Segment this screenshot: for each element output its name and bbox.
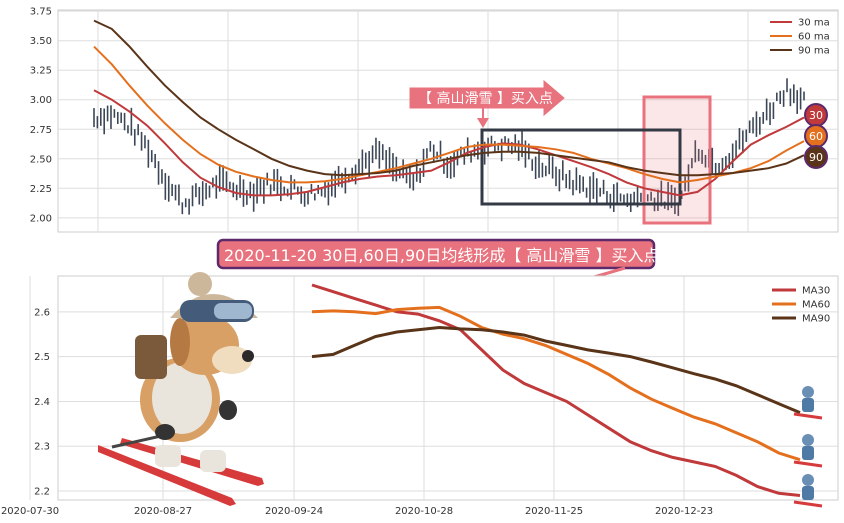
top-plot-area xyxy=(57,9,839,233)
top-y-tick-label: 3.25 xyxy=(30,66,52,77)
top-line-90-ma xyxy=(93,19,805,177)
highlight-zone xyxy=(642,95,712,225)
top-y-tick-label: 2.25 xyxy=(30,184,52,195)
top-legend-label: 30 ma xyxy=(798,18,830,29)
top-ma-lines xyxy=(93,19,805,197)
end-marker-label: 60 xyxy=(809,130,823,143)
top-line-60-ma xyxy=(93,45,805,184)
end-marker-label: 90 xyxy=(809,151,823,164)
banner-box xyxy=(216,238,656,270)
top-y-tick-label: 3.50 xyxy=(30,36,52,47)
bottom-y-tick-label: 2.5 xyxy=(34,352,50,363)
skier-icon-ma90 xyxy=(793,386,823,420)
end-marker-circle xyxy=(804,145,828,169)
buy-point-arrow: 【 高山滑雪 】买入点 xyxy=(409,79,565,128)
bottom-line-MA90 xyxy=(311,325,801,414)
top-y-tick-label: 3.75 xyxy=(30,7,52,18)
top-y-tick-label: 2.00 xyxy=(30,213,52,224)
top-y-tick-label: 2.50 xyxy=(30,154,52,165)
end-markers: 30 60 90 xyxy=(804,103,828,169)
bottom-x-tick-label: 2020-09-24 xyxy=(265,506,323,517)
top-candlestick-panel: 2.00 2.25 2.50 2.75 3.00 3.25 3.50 3.75 30 ma 60… xyxy=(30,7,839,233)
bottom-line-MA60 xyxy=(311,305,801,462)
bottom-legend-label: MA60 xyxy=(802,300,830,311)
bottom-x-tick-label: 2020-08-27 xyxy=(134,506,192,517)
bottom-y-tick-label: 2.6 xyxy=(34,307,50,318)
buy-point-arrow-label: 【 高山滑雪 】买入点 xyxy=(418,90,553,107)
bottom-x-tick-label: 2020-11-25 xyxy=(525,506,583,517)
top-grid xyxy=(58,10,838,232)
top-y-ticks: 2.00 2.25 2.50 2.75 3.00 3.25 3.50 3.75 xyxy=(30,7,52,225)
bottom-x-tick-label: 2020-10-28 xyxy=(395,506,453,517)
candles xyxy=(93,78,805,216)
banner-text: 2020-11-20 30日,60日,90日均线形成【 高山滑雪 】买入点 xyxy=(224,246,660,265)
top-y-tick-label: 2.75 xyxy=(30,125,52,136)
banner: 2020-11-20 30日,60日,90日均线形成【 高山滑雪 】买入点 xyxy=(216,238,660,287)
bottom-x-tick-label: 2020-12-23 xyxy=(655,506,713,517)
top-legend: 30 ma 60 ma 90 ma xyxy=(770,18,830,57)
top-legend-label: 60 ma xyxy=(798,32,830,43)
bottom-y-tick-label: 2.3 xyxy=(34,442,50,453)
bottom-y-tick-label: 2.4 xyxy=(34,397,50,408)
bottom-x-ticks: 2020-07-30 2020-08-27 2020-09-24 2020-10-28… xyxy=(1,506,713,517)
consolidation-box xyxy=(480,128,682,206)
end-marker-label: 30 xyxy=(809,109,823,122)
top-legend-label: 90 ma xyxy=(798,46,830,57)
bottom-x-tick-label: 2020-07-30 xyxy=(1,506,59,517)
bottom-y-ticks: 2.2 2.3 2.4 2.5 2.6 xyxy=(34,307,50,497)
bottom-legend-label: MA90 xyxy=(802,314,830,325)
bottom-legend-label: MA30 xyxy=(802,286,830,297)
skiing-dog-illustration xyxy=(98,272,264,506)
bottom-legend: MA30 MA60 MA90 xyxy=(772,286,830,325)
skier-icon-ma30 xyxy=(793,474,823,508)
bottom-ma-lines xyxy=(311,283,801,497)
top-y-tick-label: 3.00 xyxy=(30,95,52,106)
top-line-30-ma xyxy=(93,89,805,197)
skier-icon-ma60 xyxy=(793,434,823,468)
bottom-y-tick-label: 2.2 xyxy=(34,487,50,498)
bottom-line-panel: 2.22.32.42.52.6 2020-07-30 2020-08-27 2020… xyxy=(1,272,839,517)
